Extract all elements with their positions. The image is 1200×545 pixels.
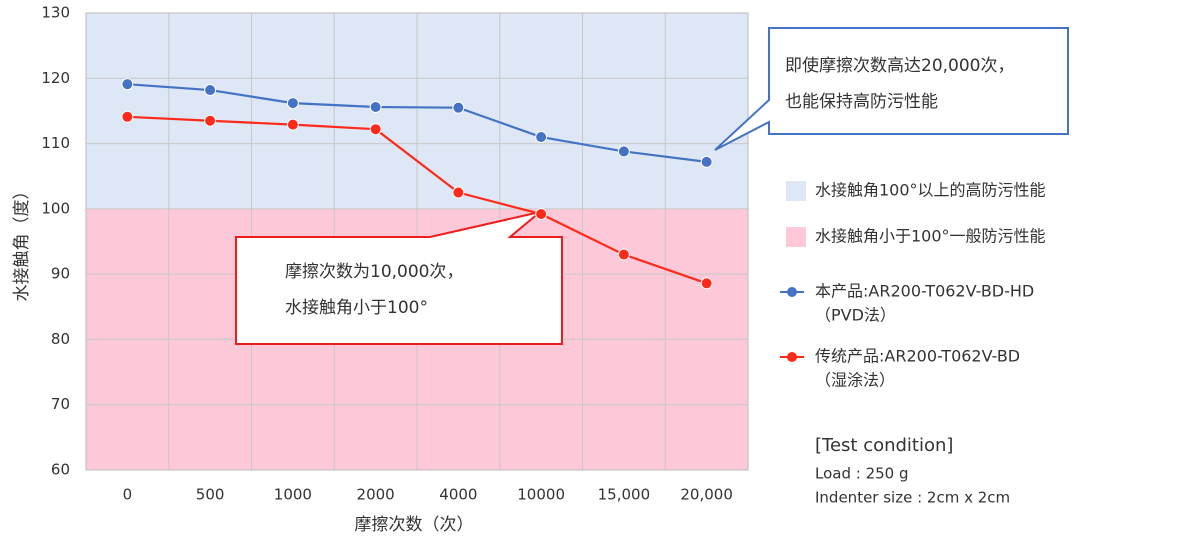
y-tick-label: 110 <box>41 134 70 152</box>
data-point <box>369 101 382 114</box>
y-tick-label: 70 <box>51 395 70 413</box>
data-point <box>204 84 217 97</box>
data-point <box>617 145 630 158</box>
x-tick-label: 500 <box>196 486 225 504</box>
legend-swatch <box>786 227 806 247</box>
callout-text: 水接触角小于100° <box>285 298 428 318</box>
callout-box <box>714 27 1069 151</box>
legend-marker <box>787 352 797 362</box>
data-point <box>452 186 465 199</box>
data-point <box>452 101 465 114</box>
x-tick-label: 1000 <box>274 486 312 504</box>
x-axis-label: 摩擦次数（次） <box>355 515 474 535</box>
legend-label: 本产品:AR200-T062V-BD-HD <box>815 282 1034 301</box>
data-point <box>700 277 713 290</box>
y-tick-label: 120 <box>41 69 70 87</box>
y-tick-label: 60 <box>51 461 70 479</box>
y-tick-label: 130 <box>41 4 70 22</box>
legend-marker <box>787 287 797 297</box>
legend-note: （湿涂法） <box>815 371 895 390</box>
x-tick-label: 20,000 <box>680 486 733 504</box>
test-condition: Indenter size : 2cm x 2cm <box>815 489 1010 507</box>
data-point <box>617 248 630 261</box>
y-tick-label: 90 <box>51 265 70 283</box>
x-tick-label: 4000 <box>439 486 477 504</box>
callout-text: 也能保持高防污性能 <box>785 92 938 112</box>
test-condition: [Test condition] <box>815 435 953 456</box>
y-tick-label: 100 <box>41 199 70 217</box>
data-point <box>700 155 713 168</box>
y-axis-label: 水接触角（度） <box>12 183 32 302</box>
x-tick-label: 2000 <box>357 486 395 504</box>
data-point <box>286 97 299 110</box>
data-point <box>121 78 134 91</box>
plot-frame <box>85 12 749 471</box>
legend-note: （PVD法） <box>815 306 896 325</box>
x-tick-label: 10000 <box>517 486 565 504</box>
x-tick-label: 0 <box>123 486 133 504</box>
series-line <box>127 115 707 285</box>
y-tick-label: 80 <box>51 330 70 348</box>
data-point <box>535 208 548 221</box>
callout-text: 摩擦次数为10,000次， <box>285 262 463 282</box>
callout-text: 即使摩擦次数高达20,000次， <box>785 55 1014 76</box>
test-condition: Load : 250 g <box>815 465 909 483</box>
data-point <box>535 131 548 144</box>
data-point <box>369 123 382 136</box>
data-point <box>204 114 217 127</box>
legend-swatch <box>786 181 806 201</box>
legend-label: 传统产品:AR200-T062V-BD <box>815 347 1020 366</box>
legend-label: 水接触角100°以上的高防污性能 <box>815 181 1046 200</box>
callout-box <box>235 211 563 345</box>
data-point <box>121 110 134 123</box>
series-line <box>127 83 707 163</box>
x-tick-label: 15,000 <box>598 486 651 504</box>
data-point <box>286 118 299 131</box>
legend-label: 水接触角小于100°一般防污性能 <box>815 227 1046 246</box>
